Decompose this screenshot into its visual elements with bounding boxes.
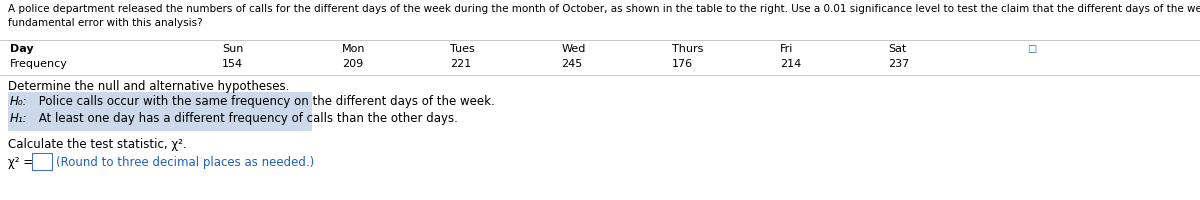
- Text: χ² =: χ² =: [8, 156, 34, 169]
- Text: Police calls occur with the same frequency on the different days of the week.: Police calls occur with the same frequen…: [35, 95, 494, 108]
- FancyBboxPatch shape: [8, 92, 312, 131]
- Text: 154: 154: [222, 59, 244, 69]
- Text: Calculate the test statistic, χ².: Calculate the test statistic, χ².: [8, 138, 187, 151]
- Text: □: □: [1027, 44, 1037, 54]
- Text: Sun: Sun: [222, 44, 244, 54]
- Text: Day: Day: [10, 44, 34, 54]
- Text: 214: 214: [780, 59, 802, 69]
- Text: Tues: Tues: [450, 44, 475, 54]
- Text: Frequency: Frequency: [10, 59, 67, 69]
- Text: 209: 209: [342, 59, 364, 69]
- Text: At least one day has a different frequency of calls than the other days.: At least one day has a different frequen…: [35, 112, 458, 125]
- Text: Sat: Sat: [888, 44, 906, 54]
- FancyBboxPatch shape: [32, 153, 52, 170]
- Text: 221: 221: [450, 59, 472, 69]
- Text: H₁:: H₁:: [10, 112, 28, 125]
- Text: 237: 237: [888, 59, 910, 69]
- Text: A police department released the numbers of calls for the different days of the : A police department released the numbers…: [8, 4, 1200, 14]
- Text: Mon: Mon: [342, 44, 366, 54]
- Text: 176: 176: [672, 59, 694, 69]
- Text: Thurs: Thurs: [672, 44, 703, 54]
- Text: Determine the null and alternative hypotheses.: Determine the null and alternative hypot…: [8, 80, 289, 93]
- Text: 245: 245: [562, 59, 583, 69]
- Text: Wed: Wed: [562, 44, 586, 54]
- Text: (Round to three decimal places as needed.): (Round to three decimal places as needed…: [56, 156, 314, 169]
- Text: fundamental error with this analysis?: fundamental error with this analysis?: [8, 18, 203, 28]
- Text: Fri: Fri: [780, 44, 793, 54]
- Text: H₀:: H₀:: [10, 95, 28, 108]
